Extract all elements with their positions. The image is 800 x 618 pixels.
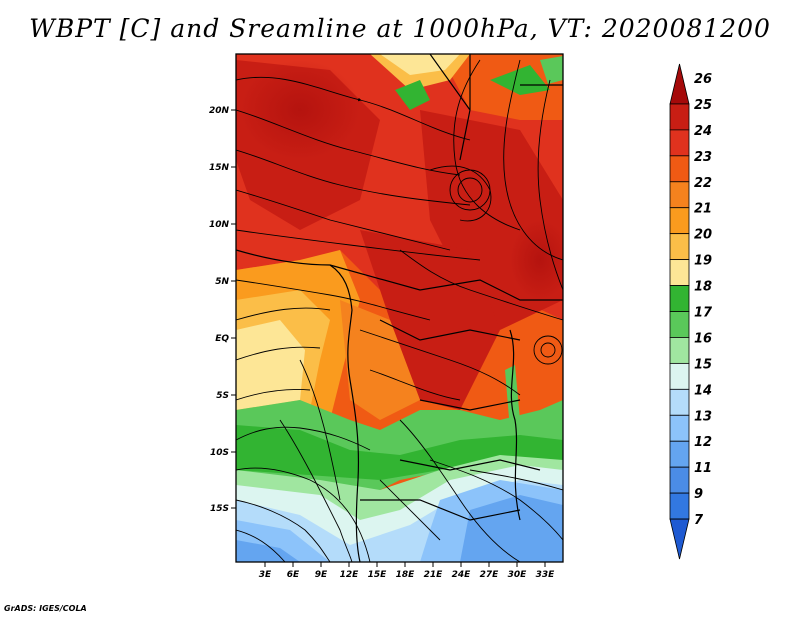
streamlines xyxy=(236,59,563,562)
lon-label: 9E xyxy=(315,570,328,580)
colorbar-label: 12 xyxy=(694,435,712,450)
colorbar-box xyxy=(669,414,690,442)
colorbar-label: 20 xyxy=(694,228,712,243)
colorbar-box xyxy=(669,207,690,235)
lat-label: 5N xyxy=(215,277,229,287)
colorbar-label: 21 xyxy=(694,202,712,217)
colorbar-box xyxy=(669,63,690,105)
lon-label: 27E xyxy=(480,570,500,580)
colorbar-label: 13 xyxy=(694,409,712,424)
colorbar-box xyxy=(669,259,690,286)
colorbar: 26 25 24 23 22 21 20 19 18 17 16 15 14 13 12 11 9 7 xyxy=(669,63,713,560)
colorbar-label: 22 xyxy=(694,176,712,191)
colorbar-label: 23 xyxy=(694,150,712,165)
lon-label: 33E xyxy=(536,570,556,580)
colorbar-label: 18 xyxy=(694,280,712,295)
colorbar-box xyxy=(669,337,690,364)
colorbar-label: 17 xyxy=(694,306,713,321)
lat-label: 5S xyxy=(216,391,229,401)
lon-label: 21E xyxy=(424,570,444,580)
lon-label: 24E xyxy=(452,570,472,580)
colorbar-box xyxy=(669,181,690,209)
longitude-axis: 3E 6E 9E 12E 15E 18E 21E 24E 27E 30E 33E xyxy=(259,562,555,580)
colorbar-label: 24 xyxy=(694,124,712,139)
colorbar-box xyxy=(669,388,690,416)
coastlines xyxy=(236,54,563,562)
colorbar-label: 11 xyxy=(694,461,712,476)
lat-label: EQ xyxy=(215,334,229,344)
colorbar-label: 15 xyxy=(694,357,712,372)
colorbar-label: 19 xyxy=(694,254,712,269)
lon-label: 15E xyxy=(368,570,388,580)
colorbar-box xyxy=(669,492,690,520)
lon-label: 18E xyxy=(396,570,416,580)
colorbar-box xyxy=(669,466,690,494)
colorbar-box xyxy=(669,311,690,338)
latitude-axis: 20N 15N 10N 5N EQ 5S 10S 15S xyxy=(209,106,236,514)
colorbar-box xyxy=(669,103,690,131)
colorbar-box xyxy=(669,233,690,261)
lon-label: 3E xyxy=(259,570,272,580)
colorbar-label: 26 xyxy=(694,72,712,87)
lon-label: 6E xyxy=(287,570,300,580)
lat-label: 20N xyxy=(209,106,230,116)
colorbar-box xyxy=(669,362,690,390)
colorbar-label: 14 xyxy=(694,383,712,398)
lon-label: 30E xyxy=(508,570,528,580)
wbpt-field xyxy=(236,54,563,562)
colorbar-label: 25 xyxy=(694,98,712,113)
lat-label: 15N xyxy=(209,163,230,173)
map-frame xyxy=(235,53,564,563)
colorbar-box xyxy=(669,440,690,468)
colorbar-label: 16 xyxy=(694,331,712,346)
lat-label: 15S xyxy=(210,504,229,514)
lat-label: 10S xyxy=(210,448,229,458)
lat-label: 10N xyxy=(209,220,230,230)
colorbar-label: 9 xyxy=(694,487,703,502)
colorbar-box xyxy=(669,155,690,183)
map-title: WBPT [C] and Sreamline at 1000hPa, VT: 2… xyxy=(29,14,771,43)
colorbar-box xyxy=(669,285,690,312)
colorbar-box xyxy=(669,129,690,157)
colorbar-label: 7 xyxy=(694,513,704,528)
footer-credit: GrADS: IGES/COLA xyxy=(4,604,87,613)
lon-label: 12E xyxy=(340,570,360,580)
colorbar-box xyxy=(669,518,690,560)
